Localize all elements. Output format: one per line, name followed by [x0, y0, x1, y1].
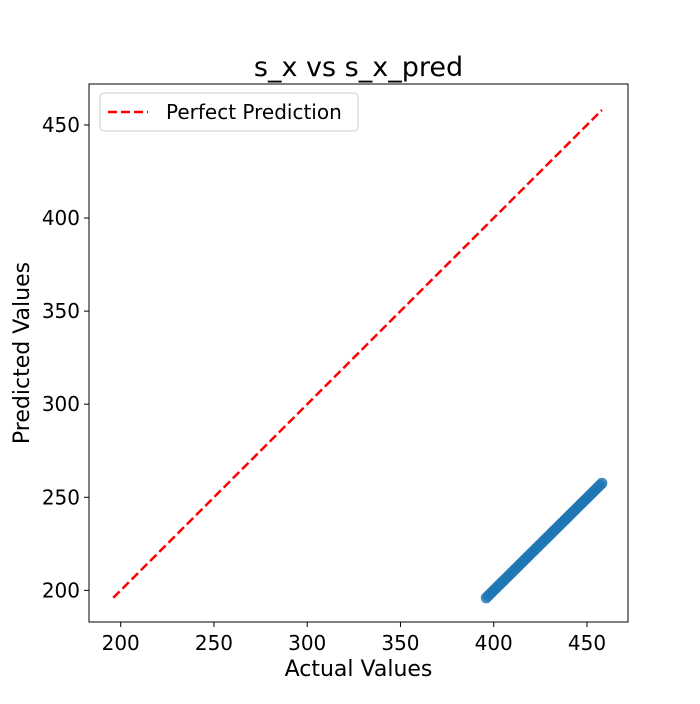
y-tick-label: 300	[42, 392, 80, 416]
y-axis-label: Predicted Values	[10, 262, 35, 444]
reference-layer	[112, 109, 603, 599]
y-axis-ticks: 200 250 300 350 400 450	[42, 113, 89, 602]
legend-box	[99, 92, 359, 132]
x-axis-ticks: 200 250 300 350 400 450	[102, 622, 606, 655]
x-tick-label: 450	[568, 631, 606, 655]
y-tick-label: 200	[42, 578, 80, 602]
plot-frame	[88, 83, 629, 623]
y-tick-label: 400	[42, 206, 80, 230]
legend: Perfect Prediction	[99, 92, 359, 132]
x-tick-label: 200	[102, 631, 140, 655]
x-tick-label: 350	[381, 631, 419, 655]
x-tick-label: 300	[288, 631, 326, 655]
y-tick-label: 350	[42, 299, 80, 323]
y-tick-label: 250	[42, 485, 80, 509]
x-tick-label: 400	[475, 631, 513, 655]
y-tick-label: 450	[42, 113, 80, 137]
scatter-point	[596, 477, 608, 489]
scatter-points	[480, 477, 608, 604]
chart-title: s_x vs s_x_pred	[254, 52, 463, 83]
perfect-prediction-line	[112, 109, 603, 599]
x-tick-label: 250	[195, 631, 233, 655]
x-axis-label: Actual Values	[285, 657, 433, 682]
legend-label-perfect-prediction: Perfect Prediction	[166, 100, 342, 124]
